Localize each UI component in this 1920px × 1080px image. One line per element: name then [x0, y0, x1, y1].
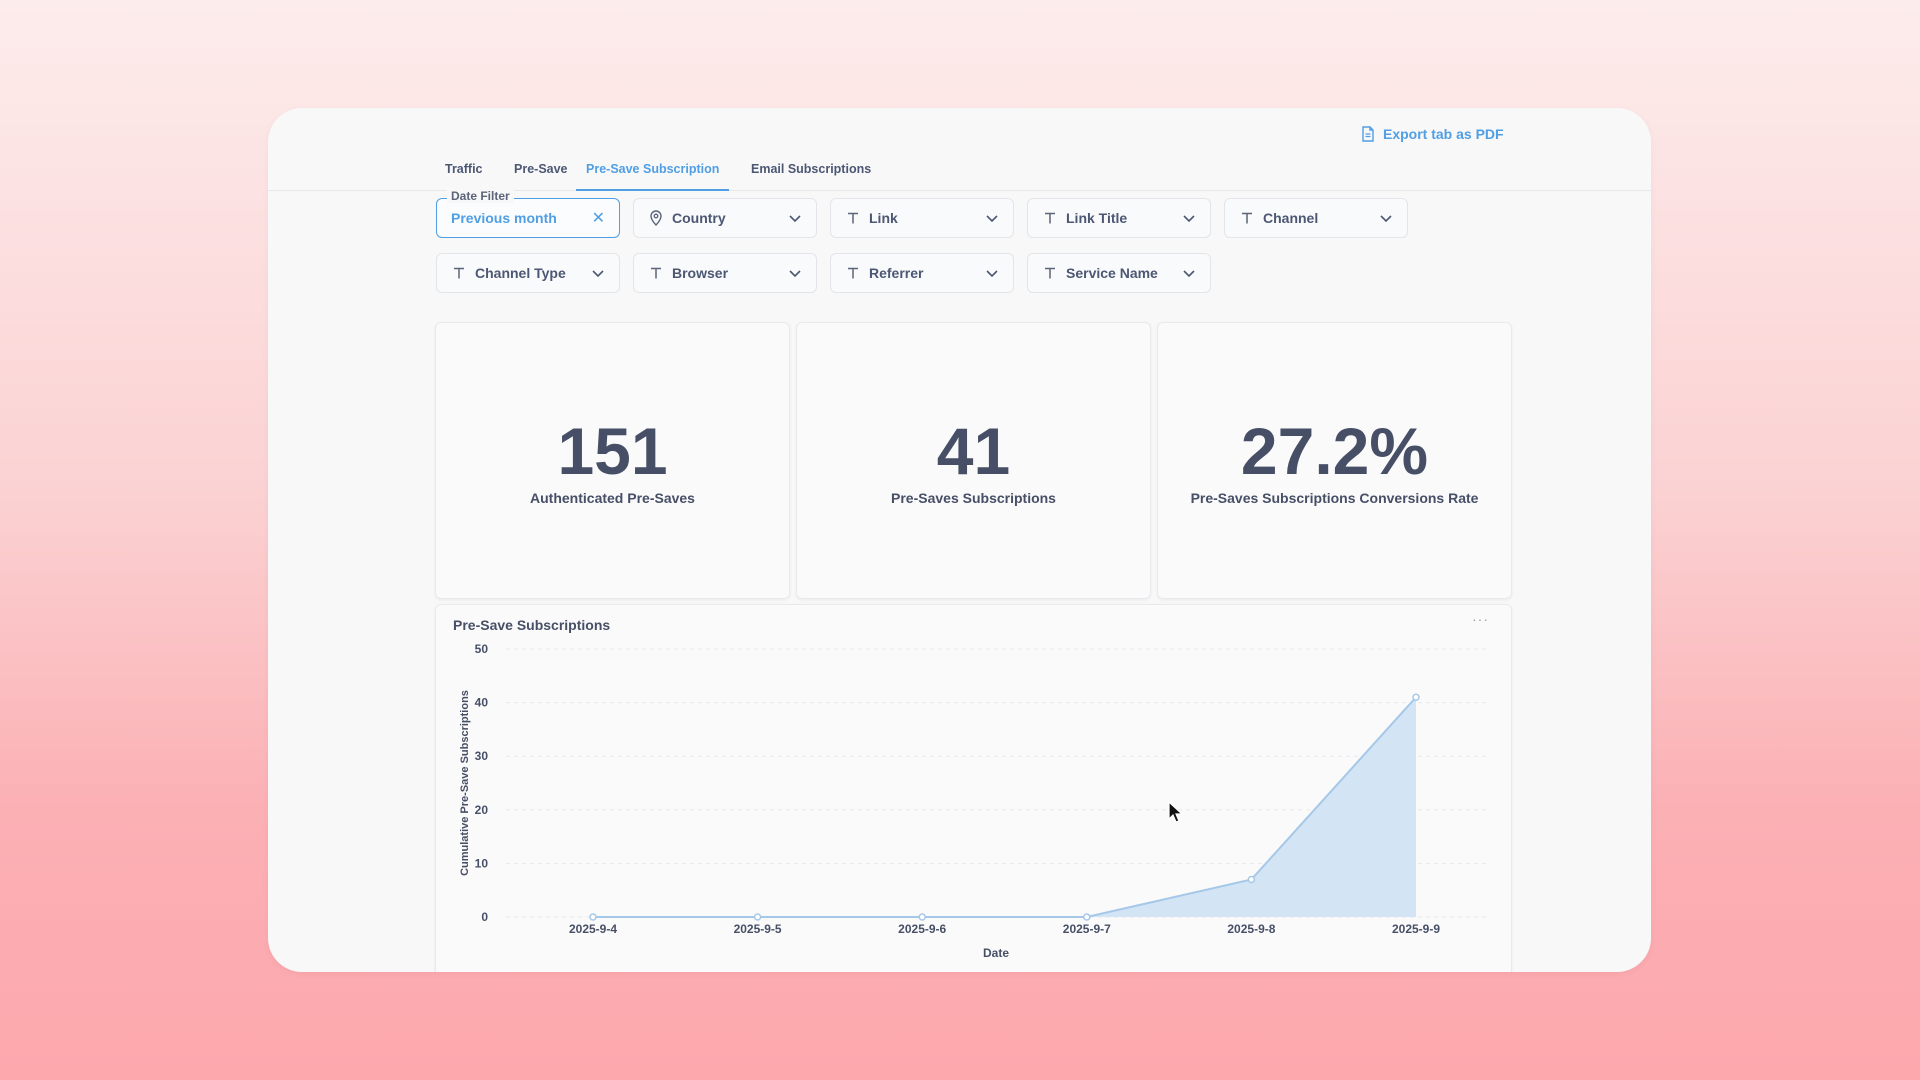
date-filter-value: Previous month [451, 210, 557, 226]
metric-card-authenticated-pre-saves: 151 Authenticated Pre-Saves [435, 322, 790, 599]
metric-caption: Authenticated Pre-Saves [530, 490, 695, 506]
chevron-down-icon [789, 270, 801, 278]
x-tick-label: 2025-9-5 [734, 922, 782, 936]
browser-filter[interactable]: Browser [633, 253, 817, 293]
chevron-down-icon [789, 215, 801, 223]
y-tick-label: 0 [481, 910, 488, 924]
tab-pre-save[interactable]: Pre-Save [514, 162, 568, 176]
country-filter-label: Country [672, 210, 726, 226]
more-options-icon[interactable]: ··· [1472, 611, 1489, 627]
chart-plot: 0 10 20 30 40 50 2025-9-4 2025-9-5 2025-9-6 2025-… [459, 642, 1486, 960]
referrer-filter[interactable]: Referrer [830, 253, 1014, 293]
data-point [589, 913, 597, 921]
y-tick-label: 20 [475, 803, 489, 817]
close-icon[interactable]: ✕ [591, 210, 605, 227]
document-icon [1362, 126, 1374, 142]
service-name-filter-label: Service Name [1066, 265, 1158, 281]
x-tick-label: 2025-9-7 [1063, 922, 1111, 936]
tab-pre-save-subscription[interactable]: Pre-Save Subscription [576, 156, 730, 191]
link-title-filter[interactable]: Link Title [1027, 198, 1211, 238]
link-filter[interactable]: Link [830, 198, 1014, 238]
service-name-filter[interactable]: Service Name [1027, 253, 1211, 293]
date-filter[interactable]: Date Filter Previous month ✕ [436, 189, 620, 238]
tab-bar: Traffic Pre-Save Pre-Save Subscription E… [268, 156, 1651, 191]
x-tick-label: 2025-9-4 [569, 922, 617, 936]
channel-type-filter[interactable]: Channel Type [436, 253, 620, 293]
metric-value: 41 [936, 414, 1011, 488]
link-title-filter-label: Link Title [1066, 210, 1128, 226]
channel-filter[interactable]: Channel [1224, 198, 1408, 238]
country-filter[interactable]: Country [633, 198, 817, 238]
date-filter-legend: Date Filter [447, 189, 514, 203]
chart-card: Pre-Save Subscriptions ··· 0 10 20 30 40 50 20… [435, 604, 1512, 972]
text-icon [648, 265, 664, 281]
y-tick-label: 30 [475, 749, 489, 763]
tab-traffic[interactable]: Traffic [445, 162, 483, 176]
series-line [593, 696, 1417, 918]
chevron-down-icon [592, 270, 604, 278]
data-point [918, 913, 926, 921]
metric-caption: Pre-Saves Subscriptions Conversions Rate [1190, 490, 1479, 506]
x-tick-label: 2025-9-6 [898, 922, 946, 936]
data-point [1412, 693, 1420, 701]
chevron-down-icon [1380, 215, 1392, 223]
browser-filter-label: Browser [672, 265, 729, 281]
metric-caption: Pre-Saves Subscriptions [891, 490, 1056, 506]
chevron-down-icon [986, 215, 998, 223]
text-icon [845, 210, 861, 226]
data-point [1083, 913, 1091, 921]
y-tick-label: 10 [475, 856, 489, 870]
chevron-down-icon [1183, 215, 1195, 223]
text-icon [451, 265, 467, 281]
metric-card-pre-saves-subscriptions: 41 Pre-Saves Subscriptions [796, 322, 1151, 599]
chart-title: Pre-Save Subscriptions [453, 617, 611, 633]
chevron-down-icon [1183, 270, 1195, 278]
y-tick-label: 40 [475, 696, 489, 710]
export-pdf-label: Export tab as PDF [1383, 126, 1504, 142]
dashboard-window: Export tab as PDF Traffic Pre-Save Pre-S… [268, 108, 1651, 972]
location-pin-icon [648, 210, 664, 226]
x-tick-label: 2025-9-8 [1227, 922, 1275, 936]
metric-value: 151 [557, 414, 668, 488]
text-icon [845, 265, 861, 281]
text-icon [1239, 210, 1255, 226]
export-pdf-button[interactable]: Export tab as PDF [1361, 122, 1504, 146]
link-filter-label: Link [869, 210, 898, 226]
text-icon [1042, 210, 1058, 226]
data-point [753, 913, 762, 921]
text-icon [1042, 265, 1058, 281]
x-tick-label: 2025-9-9 [1392, 922, 1440, 936]
metric-card-conversion-rate: 27.2% Pre-Saves Subscriptions Conversion… [1157, 322, 1512, 599]
mouse-cursor-icon [1168, 801, 1184, 823]
x-axis-label: Date [983, 946, 1009, 960]
chevron-down-icon [986, 270, 998, 278]
y-tick-label: 50 [475, 642, 489, 656]
metric-value: 27.2% [1240, 414, 1429, 488]
referrer-filter-label: Referrer [869, 265, 924, 281]
channel-filter-label: Channel [1263, 210, 1319, 226]
tab-email-subscriptions[interactable]: Email Subscriptions [751, 162, 872, 176]
area-fill [593, 697, 1416, 917]
y-axis-label: Cumulative Pre-Save Subscriptions [459, 690, 471, 876]
channel-type-filter-label: Channel Type [475, 265, 566, 281]
data-point [1247, 875, 1256, 884]
